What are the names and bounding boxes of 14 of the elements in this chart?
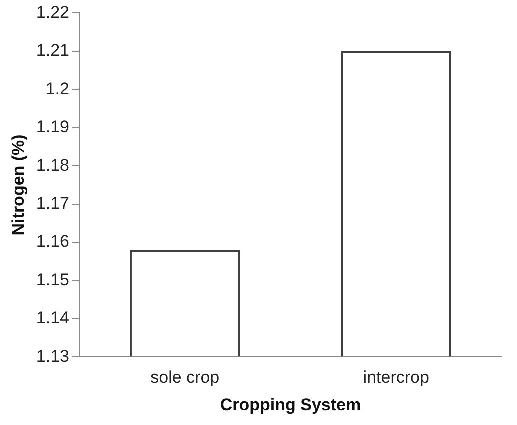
x-axis-title: Cropping System [220, 395, 362, 414]
y-tick-label: 1.17 [36, 194, 70, 213]
y-tick-label: 1.14 [36, 308, 70, 328]
y-tick-label: 1.19 [36, 118, 70, 137]
y-tick-label: 1.16 [36, 232, 70, 252]
y-tick-label: 1.21 [36, 41, 70, 60]
x-tick-label: sole crop [150, 368, 220, 388]
y-tick-label: 1.15 [36, 270, 70, 290]
y-tick-label: 1.22 [36, 2, 70, 22]
x-tick-label: intercrop [363, 368, 430, 388]
y-axis-title: Nitrogen (%) [8, 134, 28, 236]
y-tick-label: 1.18 [36, 156, 70, 175]
y-tick-label: 1.13 [36, 346, 70, 366]
y-tick-label: 1.2 [46, 79, 70, 98]
